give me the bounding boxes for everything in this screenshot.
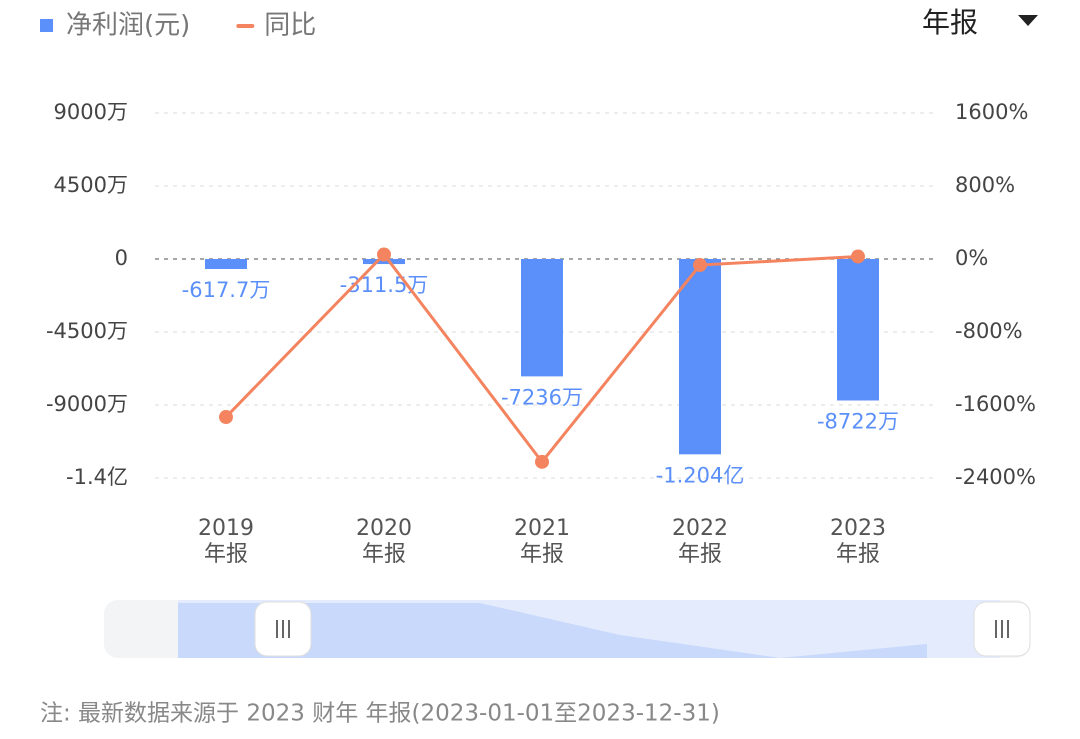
data-label: -617.7万	[182, 278, 271, 302]
line-point	[219, 410, 233, 425]
bar	[521, 259, 563, 377]
line-point	[851, 249, 865, 264]
y2-tick-label: 1600%	[955, 100, 1028, 124]
x-tick-label: 2019 年报	[198, 516, 254, 567]
legend-label: 净利润(元)	[66, 11, 190, 41]
x-tick-label: 2022 年报	[672, 516, 728, 567]
y-tick-label: -4500万	[46, 319, 128, 343]
x-tick-label: 2023 年报	[830, 516, 886, 567]
bar	[363, 259, 405, 265]
y2-tick-label: -1600%	[955, 392, 1036, 416]
y-tick-label: 4500万	[54, 173, 128, 197]
y2-tick-label: -2400%	[955, 465, 1036, 489]
y-tick-label: -1.4亿	[66, 465, 128, 489]
bar	[679, 259, 721, 455]
line-point	[693, 258, 707, 273]
line-point	[535, 454, 549, 469]
data-label: -7236万	[501, 385, 583, 409]
data-label: -1.204亿	[656, 463, 745, 487]
y-tick-label: -9000万	[46, 392, 128, 416]
bar	[205, 259, 247, 270]
period-selector[interactable]: 年报	[922, 6, 978, 39]
slider-handle[interactable]	[973, 601, 1031, 657]
slider-handle[interactable]	[254, 601, 312, 657]
dropdown-arrow[interactable]	[1018, 15, 1038, 26]
footnote: 注: 最新数据来源于 2023 财年 年报(2023-01-01至2023-12…	[40, 701, 720, 727]
y2-tick-label: 0%	[955, 246, 988, 270]
slider-preview	[178, 603, 927, 658]
x-tick-label: 2020 年报	[356, 516, 412, 567]
legend-label: 同比	[264, 11, 316, 41]
x-tick-label: 2021 年报	[514, 516, 570, 567]
line-point	[377, 247, 391, 262]
y-tick-label: 9000万	[54, 100, 128, 124]
y2-tick-label: 800%	[955, 173, 1015, 197]
bar	[837, 259, 879, 401]
y-tick-label: 0	[115, 246, 128, 270]
legend-marker	[40, 19, 53, 32]
data-label: -8722万	[817, 409, 899, 433]
y2-tick-label: -800%	[955, 319, 1023, 343]
